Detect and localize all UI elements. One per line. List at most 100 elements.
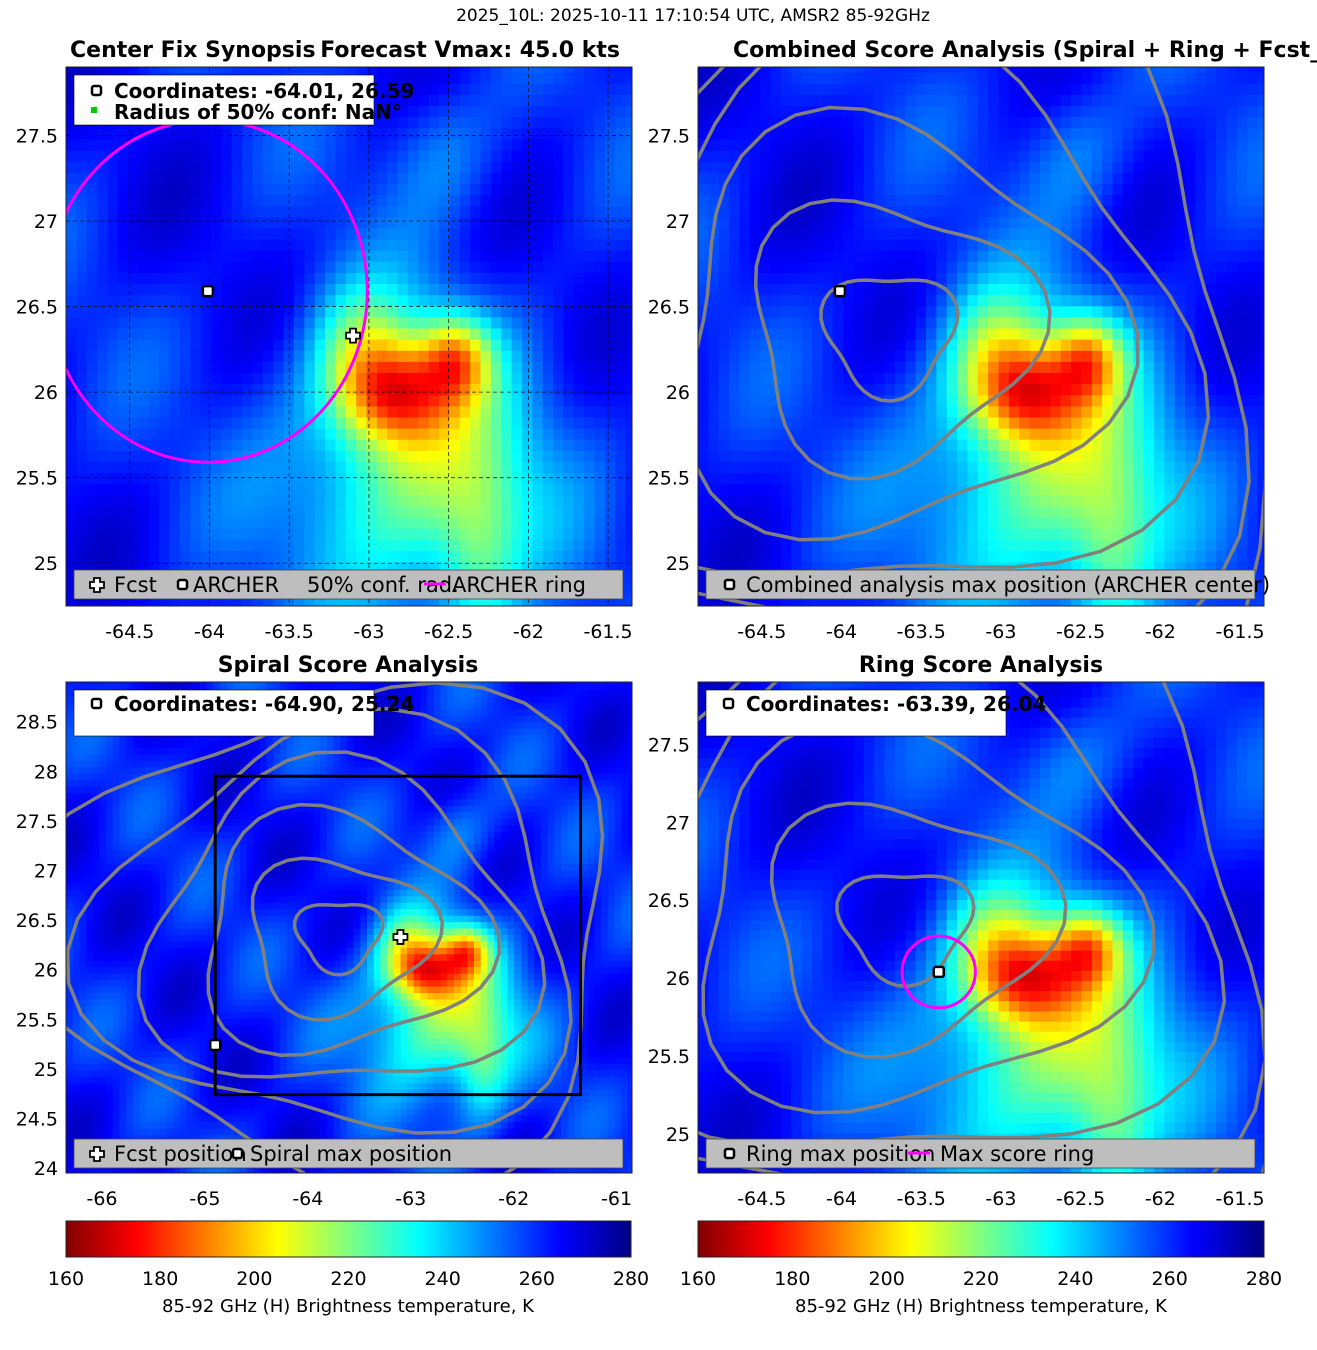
- y-tick-label: 26.5: [648, 297, 690, 319]
- panel1-title: Center Fix Synopsis: [70, 38, 316, 63]
- x-tick-label: -64.5: [105, 621, 154, 643]
- x-tick-label: -63: [985, 1188, 1016, 1210]
- colorbar-tick-label: 280: [613, 1268, 649, 1290]
- panel3-legend: Fcst position Spiral max position: [73, 1138, 624, 1169]
- x-tick-label: -63.5: [265, 621, 314, 643]
- legend-spiral-max: Spiral max position: [250, 1142, 452, 1166]
- x-tick-label: -63: [353, 621, 384, 643]
- x-tick-label: -62.5: [1056, 621, 1105, 643]
- panel4-title: Ring Score Analysis: [859, 653, 1103, 678]
- colorbar-tick-label: 180: [774, 1268, 810, 1290]
- spiral-max-marker: [208, 1038, 222, 1052]
- legend-fcst-position: Fcst position: [114, 1142, 247, 1166]
- y-tick-label: 26.5: [648, 890, 690, 912]
- panel2-title: Combined Score Analysis (Spiral + Ring +…: [733, 38, 1317, 63]
- y-tick-label: 27.5: [648, 125, 690, 147]
- y-tick-label: 26: [666, 382, 690, 404]
- y-tick-label: 28.5: [16, 712, 58, 734]
- x-tick-label: -64.5: [737, 621, 786, 643]
- legend-archer-ring: ARCHER ring: [452, 573, 586, 597]
- max-position-marker: [833, 284, 847, 298]
- x-tick-label: -62: [1145, 1188, 1176, 1210]
- ring-max-marker: [932, 965, 945, 979]
- legend-archer: ARCHER: [193, 573, 279, 597]
- y-tick-label: 27: [666, 211, 690, 233]
- y-tick-label: 25.5: [648, 1046, 690, 1068]
- center-fix-plot: -64.5 -64 -63.5 -63 -62.5 -62 -61.5 25 25.5 26 26.…: [16, 66, 633, 643]
- x-tick-label: -62: [513, 621, 544, 643]
- colorbar-tick-label: 160: [680, 1268, 716, 1290]
- x-tick-label: -61.5: [1215, 621, 1264, 643]
- y-tick-label: 25.5: [16, 468, 58, 490]
- colorbar-tick-label: 180: [142, 1268, 178, 1290]
- x-tick-label: -64: [194, 621, 225, 643]
- plus-icon: [89, 577, 105, 593]
- x-tick-label: -63.5: [897, 621, 946, 643]
- x-tick-label: -64: [292, 1188, 323, 1210]
- x-tick-label: -63: [985, 621, 1016, 643]
- panel1-coordinates: Coordinates: -64.01, 26.59: [114, 79, 414, 103]
- colorbar-tick-label: 160: [48, 1268, 84, 1290]
- panel3-coordinates: Coordinates: -64.90, 25.24: [114, 692, 414, 716]
- score-contours: [66, 682, 605, 1173]
- square-marker-icon: [176, 578, 189, 591]
- colorbar-tick-label: 240: [425, 1268, 461, 1290]
- y-tick-label: 26: [666, 968, 690, 990]
- panel4-coordinates: Coordinates: -63.39, 26.04: [746, 692, 1046, 716]
- y-tick-label: 27.5: [16, 125, 58, 147]
- archer-center-marker: [201, 284, 215, 298]
- legend-ring-max: Ring max position: [746, 1142, 935, 1166]
- y-tick-label: 26.5: [16, 910, 58, 932]
- x-tick-label: -62.5: [424, 621, 473, 643]
- legend-combined-max: Combined analysis max position (ARCHER c…: [746, 573, 1270, 597]
- spiral-score-plot: -66 -65 -64 -63 -62 -61 24 24.5 25 25.5 26 26.5 27 27…: [16, 681, 633, 1210]
- colorbar-right-label: 85-92 GHz (H) Brightness temperature, K: [795, 1296, 1168, 1317]
- y-tick-label: 24.5: [16, 1108, 58, 1130]
- colorbar-tick-label: 260: [1152, 1268, 1188, 1290]
- search-box: [213, 774, 583, 1097]
- x-tick-label: -61.5: [583, 621, 632, 643]
- x-tick-label: -64: [826, 1188, 857, 1210]
- y-tick-label: 26: [34, 960, 58, 982]
- square-marker-icon: [723, 1147, 736, 1160]
- panel3-title: Spiral Score Analysis: [218, 653, 479, 678]
- forecast-marker: [345, 327, 361, 344]
- colorbar-tick-label: 240: [1057, 1268, 1093, 1290]
- x-tick-label: -63: [395, 1188, 426, 1210]
- panel4-legend: Ring max position Max score ring: [705, 1138, 1256, 1169]
- y-tick-label: 27.5: [648, 734, 690, 756]
- y-tick-label: 25.5: [648, 468, 690, 490]
- y-tick-label: 27: [666, 812, 690, 834]
- x-tick-label: -62.5: [1056, 1188, 1105, 1210]
- x-tick-label: -64.5: [737, 1188, 786, 1210]
- colorbar-tick-label: 220: [330, 1268, 366, 1290]
- y-tick-label: 26.5: [16, 297, 58, 319]
- y-tick-label: 25: [666, 553, 690, 575]
- y-tick-label: 25.5: [16, 1009, 58, 1031]
- colorbar-tick-label: 200: [869, 1268, 905, 1290]
- panel1-info-box: Coordinates: -64.01, 26.59 Radius of 50%…: [73, 74, 414, 126]
- y-tick-label: 25: [34, 553, 58, 575]
- square-marker-icon: [231, 1147, 244, 1160]
- colorbar-tick-label: 220: [963, 1268, 999, 1290]
- panel3-info-box: Coordinates: -64.90, 25.24: [73, 689, 414, 737]
- x-tick-label: -63.5: [897, 1188, 946, 1210]
- colorbar-left-label: 85-92 GHz (H) Brightness temperature, K: [162, 1296, 535, 1317]
- y-tick-label: 27: [34, 211, 58, 233]
- y-tick-label: 26: [34, 382, 58, 404]
- panel4-info-box: Coordinates: -63.39, 26.04: [705, 689, 1046, 737]
- score-ring: [900, 934, 977, 1010]
- y-tick-label: 24: [34, 1158, 58, 1180]
- y-tick-label: 28: [34, 761, 58, 783]
- x-tick-label: -64: [826, 621, 857, 643]
- panel1-title-right: Forecast Vmax: 45.0 kts: [320, 38, 620, 63]
- colorbar-right: 160 180 200 220 240 260 280 85-92 GHz (H) Brig…: [680, 1220, 1282, 1317]
- forecast-marker: [392, 929, 409, 945]
- colorbar-tick-label: 280: [1246, 1268, 1282, 1290]
- square-marker-icon: [723, 578, 736, 591]
- legend-max-score-ring: Max score ring: [940, 1142, 1094, 1166]
- panel1-legend: Fcst ARCHER 50% conf. rad. ARCHER ring: [73, 569, 624, 600]
- y-tick-label: 27.5: [16, 811, 58, 833]
- x-tick-label: -65: [189, 1188, 220, 1210]
